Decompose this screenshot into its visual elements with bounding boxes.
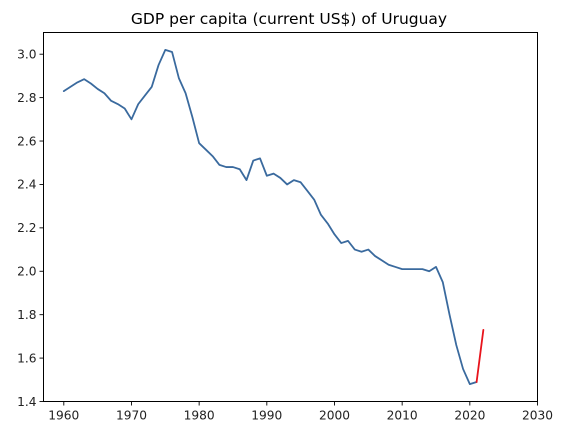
x-tick-label: 1970 (116, 409, 147, 423)
series-line-2 (475, 328, 485, 383)
x-tick-label: 2030 (522, 409, 553, 423)
y-tick-label: 1.4 (17, 395, 37, 409)
y-tick-label: 2.0 (17, 265, 36, 279)
chart-title: GDP per capita (current US$) of Uruguay (131, 10, 447, 28)
x-tick-label: 2010 (387, 409, 418, 423)
axes: 1960 1970 1980 1990 2000 2010 2020 2030 1.4 1.6 1.… (17, 48, 553, 423)
y-tick-label: 1.6 (17, 351, 36, 365)
y-tick-label: 2.8 (17, 91, 36, 105)
axes-frame (43, 32, 538, 402)
y-tick-label: 2.4 (17, 178, 37, 192)
x-tick-label: 1960 (48, 409, 79, 423)
y-tick-label: 2.6 (17, 134, 36, 148)
x-tick-label: 2020 (454, 409, 485, 423)
x-tick-label: 1990 (251, 409, 282, 423)
y-tick-label: 3.0 (17, 48, 36, 62)
x-tick-label: 1980 (184, 409, 215, 423)
y-tick-label: 2.2 (17, 221, 36, 235)
y-tick-label: 1.8 (17, 308, 36, 322)
series-line-1 (62, 48, 478, 386)
plot-area (62, 48, 485, 386)
x-tick-label: 2000 (319, 409, 350, 423)
